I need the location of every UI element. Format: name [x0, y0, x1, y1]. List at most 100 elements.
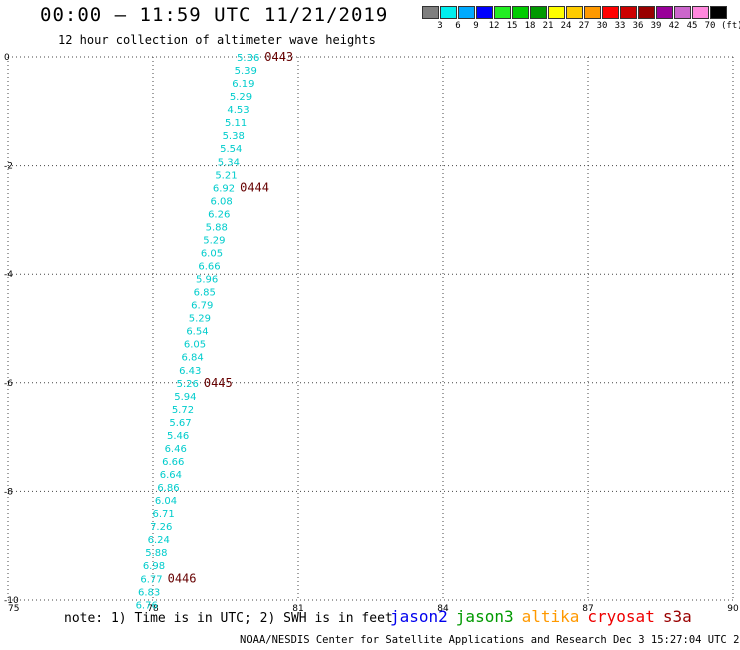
chart-subtitle: 12 hour collection of altimeter wave hei…	[58, 33, 376, 47]
wave-height-label: 5.29	[203, 235, 225, 246]
wave-height-label: 6.54	[186, 327, 208, 338]
wave-height-label: 5.88	[145, 548, 167, 559]
time-label: 0445	[204, 376, 233, 390]
legend-swatch	[440, 6, 457, 19]
wave-height-label: 5.29	[230, 92, 252, 103]
wave-height-label: 6.66	[162, 457, 184, 468]
footer-credit: NOAA/NESDIS Center for Satellite Applica…	[240, 634, 740, 646]
satellite-jason2: jason2	[390, 607, 448, 626]
wave-height-label: 5.38	[223, 131, 245, 142]
legend-label: 12	[488, 21, 500, 31]
legend-swatch	[692, 6, 709, 19]
wave-height-label: 6.64	[160, 470, 182, 481]
units-note: note: 1) Time is in UTC; 2) SWH is in fe…	[64, 611, 393, 626]
legend-swatch	[458, 6, 475, 19]
wave-height-label: 5.46	[167, 431, 189, 442]
x-tick-label: 75	[8, 604, 19, 614]
time-label: 0444	[240, 180, 269, 194]
wave-height-label: 5.26	[177, 379, 199, 390]
wave-height-label: 6.85	[194, 288, 216, 299]
satellite-altika: altika	[521, 607, 580, 626]
x-tick-label: 87	[582, 604, 593, 614]
wave-height-label: 6.71	[152, 509, 174, 520]
y-tick-label: 0	[4, 53, 10, 63]
legend-swatch	[638, 6, 655, 19]
legend-label: 36	[632, 21, 644, 31]
wave-height-label: 5.21	[215, 170, 237, 181]
x-tick-label: 90	[727, 604, 739, 614]
wave-height-label: 5.88	[206, 222, 228, 233]
wave-height-label: 6.46	[165, 444, 187, 455]
wave-height-label: 5.29	[189, 314, 211, 325]
wave-height-label: 6.08	[210, 196, 232, 207]
wave-height-label: 6.76	[136, 600, 158, 611]
y-tick-label: -2	[4, 162, 13, 172]
wave-height-label: 6.86	[157, 483, 179, 494]
wave-height-label: 5.54	[220, 144, 242, 155]
wave-height-label: 4.53	[227, 105, 249, 116]
wave-height-label: 6.79	[191, 301, 213, 312]
legend-swatch	[476, 6, 493, 19]
wave-height-label: 6.24	[148, 535, 170, 546]
wave-height-label: 6.84	[181, 353, 203, 364]
legend-label: 18	[524, 21, 536, 31]
y-tick-label: -4	[4, 270, 13, 280]
legend-swatch	[530, 6, 547, 19]
wave-height-label: 7.26	[150, 522, 172, 533]
satellite-legend: jason2 jason3 altika cryosat s3a	[390, 607, 700, 626]
wave-height-label: 5.67	[169, 418, 191, 429]
wave-height-label: 6.77	[140, 574, 162, 585]
legend-swatch	[422, 6, 439, 19]
legend-label: 42	[668, 21, 680, 31]
satellite-s3a: s3a	[662, 607, 692, 626]
wave-height-label: 6.92	[213, 183, 235, 194]
time-label: 0446	[168, 571, 197, 585]
wave-height-label: 6.98	[143, 561, 165, 572]
legend-label: 33	[614, 21, 626, 31]
legend-swatch	[548, 6, 565, 19]
legend-swatch	[566, 6, 583, 19]
wave-height-label: 6.83	[138, 587, 160, 598]
legend-label: 21	[542, 21, 554, 31]
color-scale-legend	[422, 6, 728, 19]
legend-swatch	[512, 6, 529, 19]
satellite-cryosat: cryosat	[587, 607, 655, 626]
wave-height-label: 6.05	[201, 248, 223, 259]
legend-swatch	[656, 6, 673, 19]
legend-swatch	[494, 6, 511, 19]
legend-label: 27	[578, 21, 590, 31]
legend-swatch	[584, 6, 601, 19]
legend-unit: (ft)	[721, 21, 740, 31]
legend-label: 6	[455, 21, 461, 31]
wave-height-label: 5.34	[218, 157, 240, 168]
x-tick-label: 78	[147, 604, 159, 614]
legend-swatch	[674, 6, 691, 19]
legend-label: 45	[686, 21, 698, 31]
x-tick-label: 84	[437, 604, 449, 614]
wave-height-label: 6.05	[184, 340, 206, 351]
legend-label: 24	[560, 21, 572, 31]
wave-height-label: 5.39	[235, 66, 257, 77]
x-tick-label: 81	[292, 604, 303, 614]
y-tick-label: -10	[4, 596, 19, 606]
wave-height-label: 6.19	[232, 79, 254, 90]
legend-label: 39	[650, 21, 662, 31]
wave-height-label: 5.96	[196, 275, 218, 286]
wave-height-label: 6.26	[208, 209, 230, 220]
legend-swatch	[620, 6, 637, 19]
satellite-jason3: jason3	[455, 607, 514, 626]
legend-label: 30	[596, 21, 608, 31]
legend-label: 15	[506, 21, 518, 31]
y-tick-label: -8	[4, 487, 13, 497]
legend-label: 70	[704, 21, 716, 31]
y-tick-label: -6	[4, 379, 13, 389]
legend-swatch	[602, 6, 619, 19]
legend-label: 9	[473, 21, 479, 31]
wave-height-label: 6.43	[179, 366, 201, 377]
wave-height-label: 6.66	[198, 262, 220, 273]
wave-height-label: 5.11	[225, 118, 247, 129]
time-label: 0443	[264, 50, 293, 64]
chart-title: 00:00 – 11:59 UTC 11/21/2019	[40, 4, 389, 26]
